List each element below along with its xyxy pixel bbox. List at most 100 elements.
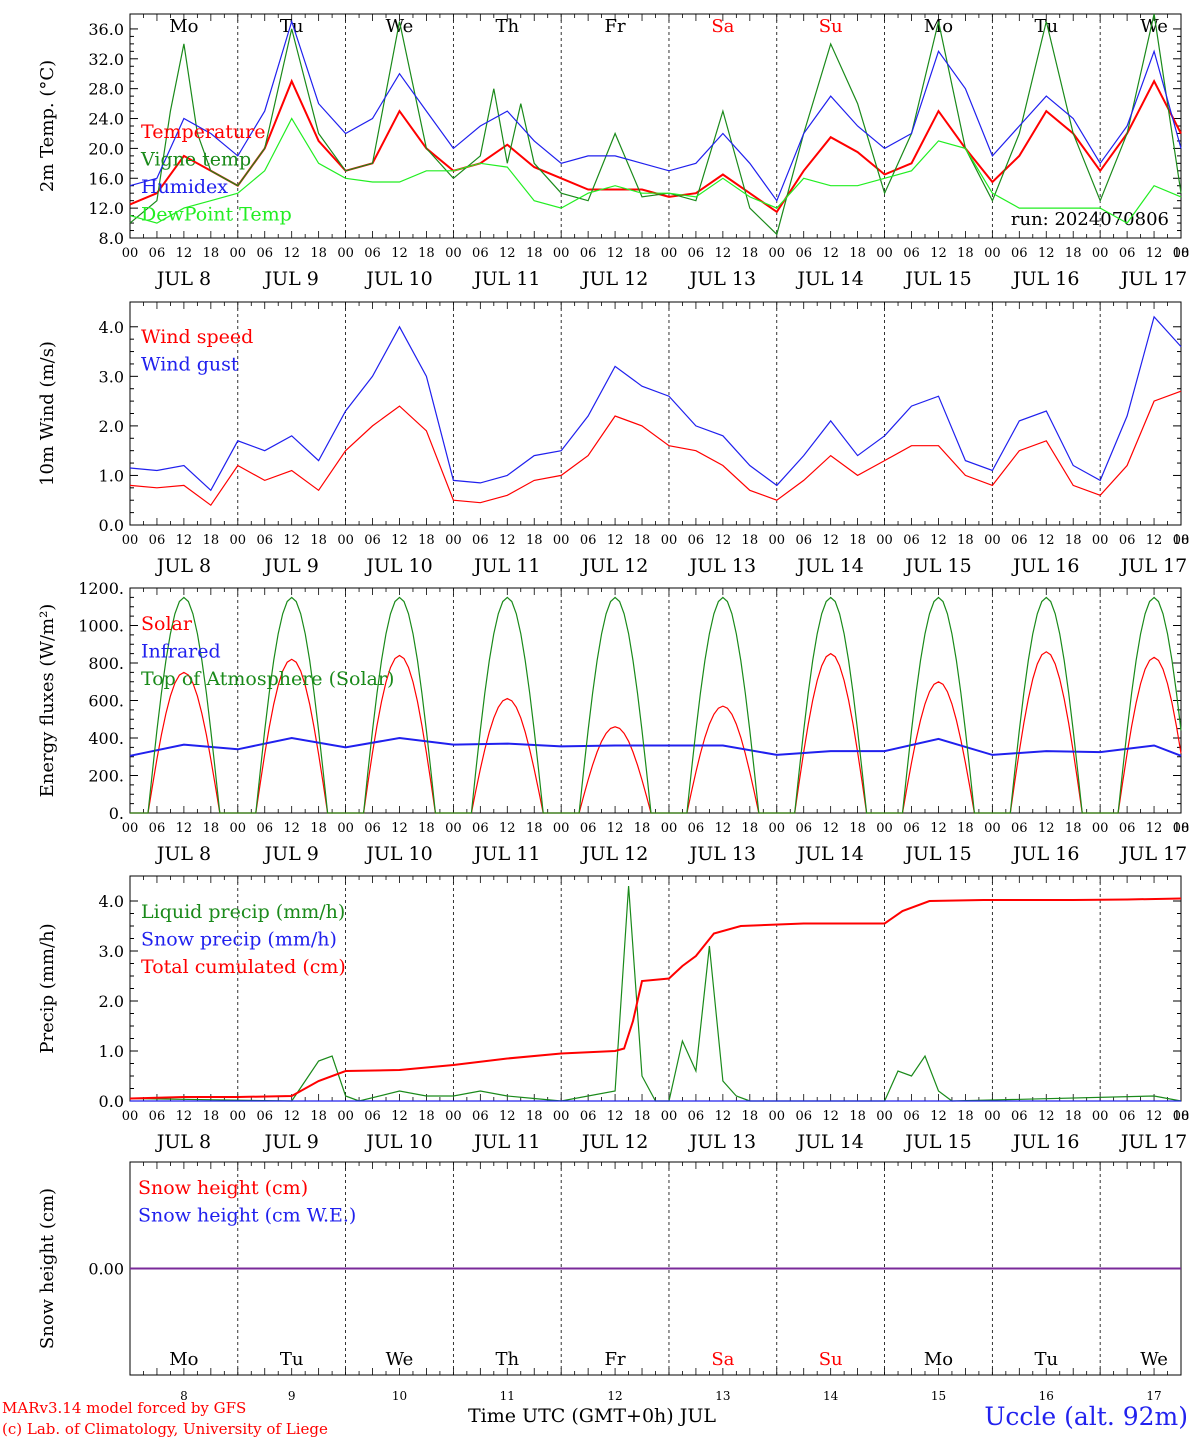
- hour-label: 18: [742, 246, 759, 261]
- hour-label: 06: [903, 821, 920, 836]
- legend-entry: Top of Atmosphere (Solar): [141, 668, 394, 690]
- y-tick-label: 3.0: [99, 367, 124, 386]
- hour-label: 00: [230, 821, 247, 836]
- y-axis-label: Snow height (cm): [37, 1188, 58, 1349]
- date-label: JUL 13: [688, 555, 756, 577]
- hour-label: 00: [122, 246, 139, 261]
- hour-label: 00: [1092, 1109, 1109, 1124]
- hour-label: 12: [391, 246, 408, 261]
- hour-label: 18: [310, 1109, 327, 1124]
- hour-label: 18: [634, 533, 651, 548]
- hour-label: 18: [203, 821, 220, 836]
- hour-label: 00: [984, 1109, 1001, 1124]
- hour-label: 06: [472, 246, 489, 261]
- hour-label: 18: [526, 1109, 543, 1124]
- hour-label: 18: [1173, 1109, 1190, 1124]
- hour-label: 06: [364, 1109, 381, 1124]
- hour-label: 12: [283, 1109, 300, 1124]
- hour-label: 06: [1011, 1109, 1028, 1124]
- hour-label: 12: [283, 533, 300, 548]
- weekday-label: Mo: [169, 1349, 198, 1370]
- hour-label: 12: [822, 533, 839, 548]
- date-label: JUL 16: [1011, 555, 1079, 577]
- hour-label: 06: [364, 246, 381, 261]
- hour-label: 12: [391, 533, 408, 548]
- hour-label: 18: [418, 1109, 435, 1124]
- y-tick-label: 8.0: [99, 229, 124, 248]
- legend-entry: Total cumulated (cm): [141, 956, 346, 978]
- hour-label: 18: [418, 246, 435, 261]
- hour-label: 00: [553, 246, 570, 261]
- hour-label: 18: [957, 246, 974, 261]
- hour-label: 00: [445, 533, 462, 548]
- hour-label: 12: [283, 821, 300, 836]
- weekday-label: We: [386, 1349, 414, 1370]
- y-tick-label: 4.0: [99, 318, 124, 337]
- hour-label: 06: [580, 533, 597, 548]
- hour-label: 06: [1119, 246, 1136, 261]
- date-label: JUL 11: [472, 843, 540, 865]
- date-label: JUL 13: [688, 1131, 756, 1153]
- hour-label: 06: [149, 533, 166, 548]
- legend-entry: Humidex: [141, 176, 228, 198]
- weekday-label: Fr: [605, 1349, 626, 1370]
- hour-label: 00: [1173, 533, 1190, 548]
- hour-label: 12: [499, 1109, 516, 1124]
- date-label: JUL 17: [1119, 555, 1187, 577]
- date-label: JUL 15: [903, 555, 971, 577]
- date-label: JUL 11: [472, 268, 540, 290]
- y-tick-label: 2.0: [99, 417, 124, 436]
- weekday-label: Sa: [711, 1349, 734, 1370]
- date-label: JUL 10: [364, 1131, 432, 1153]
- date-label: JUL 16: [1011, 1131, 1079, 1153]
- y-tick-label: 800.: [88, 654, 124, 673]
- date-label: JUL 16: [1011, 843, 1079, 865]
- hour-label: 00: [661, 533, 678, 548]
- hour-label: 12: [1146, 821, 1163, 836]
- hour-label: 12: [283, 246, 300, 261]
- y-tick-label: 1.0: [99, 466, 124, 485]
- hour-label: 00: [122, 533, 139, 548]
- hour-label: 06: [472, 533, 489, 548]
- hour-label: 00: [876, 533, 893, 548]
- date-label: JUL 8: [155, 1131, 211, 1153]
- hour-label: 12: [930, 821, 947, 836]
- day-number-label: 8: [180, 1389, 188, 1403]
- date-label: JUL 13: [688, 268, 756, 290]
- hour-label: 12: [391, 1109, 408, 1124]
- y-tick-label: 3.0: [99, 942, 124, 961]
- hour-label: 18: [742, 821, 759, 836]
- hour-label: 00: [230, 246, 247, 261]
- hour-label: 12: [715, 1109, 732, 1124]
- y-tick-label: 36.0: [88, 20, 124, 39]
- hour-label: 12: [499, 821, 516, 836]
- hour-label: 00: [337, 246, 354, 261]
- series-line-top-of-atmosphere-solar: [130, 596, 1182, 814]
- y-axis-label: 2m Temp. (°C): [37, 60, 58, 192]
- weekday-label: Mo: [924, 1349, 953, 1370]
- hour-label: 00: [768, 533, 785, 548]
- hour-label: 12: [1038, 533, 1055, 548]
- date-label: JUL 8: [155, 268, 211, 290]
- hour-label: 18: [742, 533, 759, 548]
- hour-label: 18: [849, 821, 866, 836]
- hour-label: 06: [256, 821, 273, 836]
- y-tick-label: 0.00: [88, 1260, 124, 1279]
- date-label: JUL 15: [903, 1131, 971, 1153]
- hour-label: 18: [634, 246, 651, 261]
- weekday-label: Mo: [169, 16, 198, 37]
- y-tick-label: 20.0: [88, 139, 124, 158]
- date-label: JUL 11: [472, 1131, 540, 1153]
- y-tick-label: 200.: [88, 767, 124, 786]
- hour-label: 00: [337, 533, 354, 548]
- hour-label: 12: [930, 533, 947, 548]
- hour-label: 12: [176, 1109, 193, 1124]
- y-tick-label: 1.0: [99, 1042, 124, 1061]
- day-number-label: 17: [1146, 1389, 1161, 1403]
- y-tick-label: 32.0: [88, 50, 124, 69]
- hour-label: 06: [688, 246, 705, 261]
- hour-label: 00: [1173, 246, 1190, 261]
- hour-label: 18: [1065, 246, 1082, 261]
- hour-label: 12: [176, 533, 193, 548]
- hour-label: 18: [1065, 1109, 1082, 1124]
